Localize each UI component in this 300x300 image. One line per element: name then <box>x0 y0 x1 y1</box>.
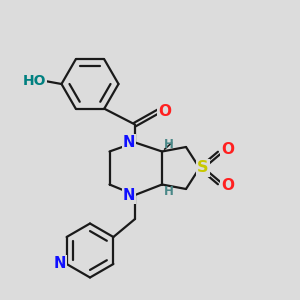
Text: H: H <box>164 138 173 152</box>
Text: HO: HO <box>23 74 46 88</box>
Text: O: O <box>158 103 171 118</box>
Text: O: O <box>221 178 234 194</box>
Text: N: N <box>123 188 135 202</box>
Text: N: N <box>54 256 66 272</box>
Text: O: O <box>221 142 234 158</box>
Text: S: S <box>197 160 209 175</box>
Text: N: N <box>123 135 135 150</box>
Text: H: H <box>164 184 173 198</box>
